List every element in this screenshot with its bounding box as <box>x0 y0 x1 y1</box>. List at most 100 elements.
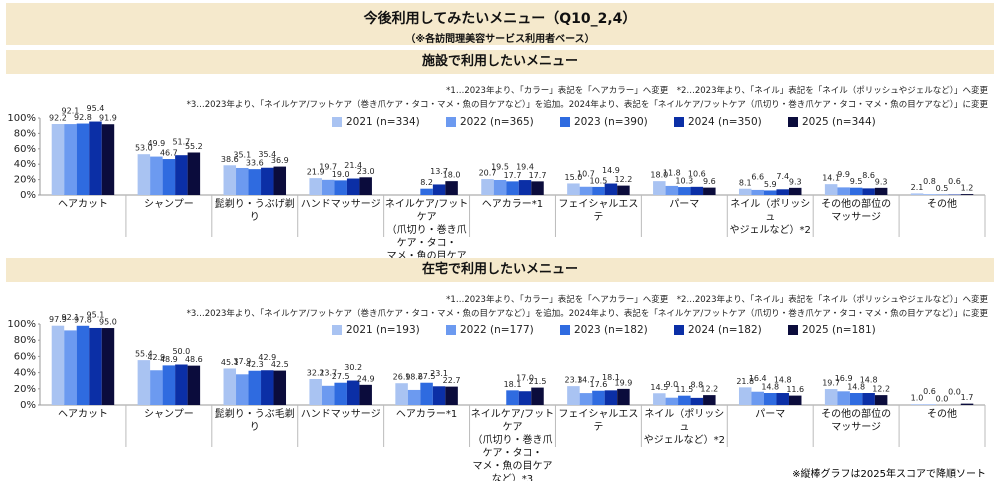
bar <box>910 404 924 405</box>
legend-swatch <box>446 325 456 335</box>
value-label: 33.6 <box>246 159 264 168</box>
value-label: 19.7 <box>319 162 337 171</box>
value-label: 9.9 <box>837 170 850 179</box>
value-label: 14.7 <box>577 376 595 385</box>
value-label: 92.1 <box>62 107 80 116</box>
value-label: 21.4 <box>344 161 362 170</box>
value-label: 92.2 <box>49 114 67 123</box>
legend-swatch <box>788 117 798 127</box>
value-label: 18.6 <box>405 372 423 381</box>
x-tick-label: 髭剃り・うぶげ剃り <box>214 199 295 223</box>
value-label: 11.8 <box>663 168 681 177</box>
x-tick-label: シャンプー <box>144 199 194 210</box>
bar <box>531 181 544 195</box>
value-label: 26.9 <box>393 373 411 382</box>
value-label: 0.0 <box>948 388 961 397</box>
value-label: 14.8 <box>860 376 878 385</box>
value-label: 1.0 <box>911 394 924 403</box>
section-title: 施設で利用したいメニュー <box>6 50 994 74</box>
bar <box>592 390 605 405</box>
value-label: 16.9 <box>835 374 853 383</box>
value-label: 0.8 <box>923 177 936 186</box>
legend-label: 2022 (n=365) <box>460 116 534 128</box>
bar <box>445 181 458 195</box>
legend-swatch <box>332 117 342 127</box>
legend-swatch <box>674 325 684 335</box>
bar <box>162 365 176 405</box>
bar <box>223 368 237 405</box>
legend-swatch <box>788 325 798 335</box>
bar <box>89 327 102 405</box>
value-label: 10.3 <box>675 177 693 186</box>
bar <box>678 395 691 405</box>
value-label: 12.2 <box>615 175 633 184</box>
x-tick-label: シャンプー <box>144 409 194 420</box>
value-label: 55.4 <box>135 350 153 359</box>
legend-label: 2021 (n=334) <box>346 116 420 128</box>
bar <box>175 364 188 405</box>
value-label: 53.0 <box>135 144 153 153</box>
footnote: ※縦棒グラフは2025年スコアで降順ソート <box>792 469 986 480</box>
bar <box>703 187 716 195</box>
legend-label: 2024 (n=182) <box>688 324 762 336</box>
x-tick-label: 髭剃り・うぶ毛剃り <box>214 409 295 433</box>
y-tick-label: 20% <box>14 384 36 395</box>
value-label: 97.8 <box>74 315 92 324</box>
y-tick-label: 60% <box>14 351 36 362</box>
value-label: 9.3 <box>789 177 802 186</box>
legend-swatch <box>560 117 570 127</box>
bar <box>359 384 372 405</box>
value-label: 9.5 <box>850 177 863 186</box>
value-label: 21.5 <box>529 377 547 386</box>
bar <box>874 395 888 405</box>
value-label: 18.1 <box>602 373 620 382</box>
bar <box>665 185 679 195</box>
bar <box>776 393 789 405</box>
bar <box>665 397 679 405</box>
bar <box>763 190 777 195</box>
bar <box>273 166 287 195</box>
value-label: 37.9 <box>233 357 251 366</box>
bar <box>690 186 704 195</box>
value-label: 14.8 <box>847 383 865 392</box>
value-label: 15.0 <box>565 173 583 182</box>
y-tick-label: 100% <box>7 319 36 330</box>
value-label: 23.1 <box>430 369 448 378</box>
bar <box>567 183 580 195</box>
bar <box>960 403 974 405</box>
bar <box>432 184 446 195</box>
bar <box>321 179 335 195</box>
value-label: 18.1 <box>504 380 522 389</box>
y-tick-label: 60% <box>14 144 36 155</box>
note: *3…2023年より、「ネイルケア/フットケア（巻き爪ケア・タコ・マメ・魚の目ケ… <box>186 309 988 319</box>
x-tick-label: その他の部位の マッサージ <box>821 199 892 223</box>
value-label: 95.1 <box>87 310 105 319</box>
value-label: 42.9 <box>147 353 165 362</box>
value-label: 17.0 <box>516 374 534 383</box>
x-tick-label: パーマ <box>669 199 700 210</box>
bar <box>236 374 249 405</box>
page-subtitle: （※各訪問理美容サービス利用者ベース） <box>405 34 595 45</box>
x-tick-label: ヘアカラー*1 <box>395 409 458 420</box>
bar <box>910 193 924 195</box>
bar <box>617 388 630 405</box>
legend-label: 2025 (n=344) <box>802 116 876 128</box>
bar <box>604 183 618 195</box>
value-label: 38.6 <box>221 155 239 164</box>
value-label: 23.0 <box>357 167 375 176</box>
value-label: 0.5 <box>936 184 949 193</box>
bar <box>874 187 888 195</box>
bar <box>420 188 433 195</box>
value-label: 0.0 <box>936 395 949 404</box>
x-tick-label: その他 <box>927 409 958 420</box>
bar <box>531 387 544 405</box>
bar <box>420 382 433 405</box>
x-tick-label: ハンドマッサージ <box>300 409 381 420</box>
x-tick-label: フェイシャルエステ <box>558 199 639 223</box>
value-label: 16.4 <box>749 374 767 383</box>
value-label: 55.2 <box>185 142 203 151</box>
value-label: 23.7 <box>319 368 337 377</box>
value-label: 91.9 <box>99 114 117 123</box>
bar <box>518 180 532 195</box>
